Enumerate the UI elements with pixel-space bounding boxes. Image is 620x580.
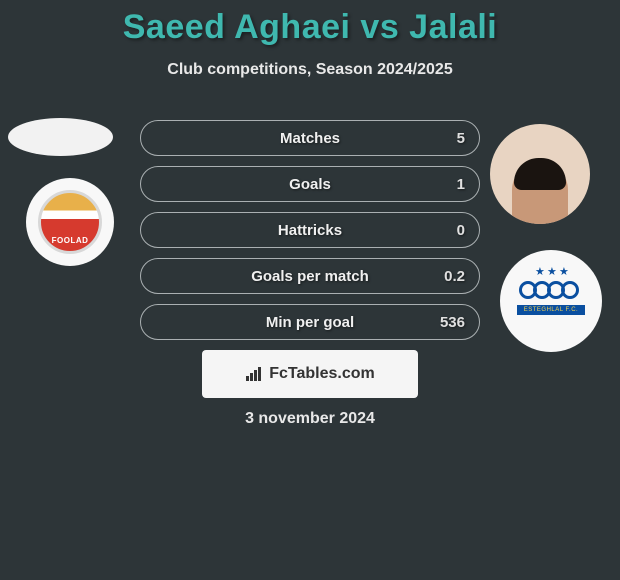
player-left-placeholder <box>8 118 113 156</box>
club-badge-left: FOOLAD <box>26 178 114 266</box>
player-head-icon <box>512 162 568 224</box>
stat-row-gpm: Goals per match 0.2 <box>140 258 480 294</box>
stats-container: Matches 5 Goals 1 Hattricks 0 Goals per … <box>140 120 480 350</box>
foolad-badge-icon: FOOLAD <box>38 190 102 254</box>
stat-row-hattricks: Hattricks 0 <box>140 212 480 248</box>
stat-label: Hattricks <box>278 222 342 239</box>
stat-value-right: 536 <box>440 314 465 331</box>
esteghlal-badge-icon: ★ ★ ★ ESTEGHLAL F.C. <box>517 267 585 335</box>
branding-text: FcTables.com <box>269 365 375 383</box>
stat-row-goals: Goals 1 <box>140 166 480 202</box>
stat-row-mpg: Min per goal 536 <box>140 304 480 340</box>
stat-label: Goals <box>289 176 331 193</box>
page-title: Saeed Aghaei vs Jalali <box>0 0 620 47</box>
club-badge-right: ★ ★ ★ ESTEGHLAL F.C. <box>500 250 602 352</box>
date-text: 3 november 2024 <box>0 410 620 428</box>
stat-row-matches: Matches 5 <box>140 120 480 156</box>
subtitle: Club competitions, Season 2024/2025 <box>0 61 620 79</box>
stat-label: Matches <box>280 130 340 147</box>
stat-value-right: 0.2 <box>444 268 465 285</box>
player-right-photo <box>490 124 590 224</box>
branding-box: FcTables.com <box>202 350 418 398</box>
stat-value-right: 0 <box>457 222 465 239</box>
esteghlal-badge-text: ESTEGHLAL F.C. <box>517 305 585 315</box>
foolad-badge-text: FOOLAD <box>41 236 99 245</box>
stat-label: Min per goal <box>266 314 354 331</box>
stat-value-right: 1 <box>457 176 465 193</box>
bar-chart-icon <box>245 367 263 381</box>
stat-value-right: 5 <box>457 130 465 147</box>
stat-label: Goals per match <box>251 268 369 285</box>
